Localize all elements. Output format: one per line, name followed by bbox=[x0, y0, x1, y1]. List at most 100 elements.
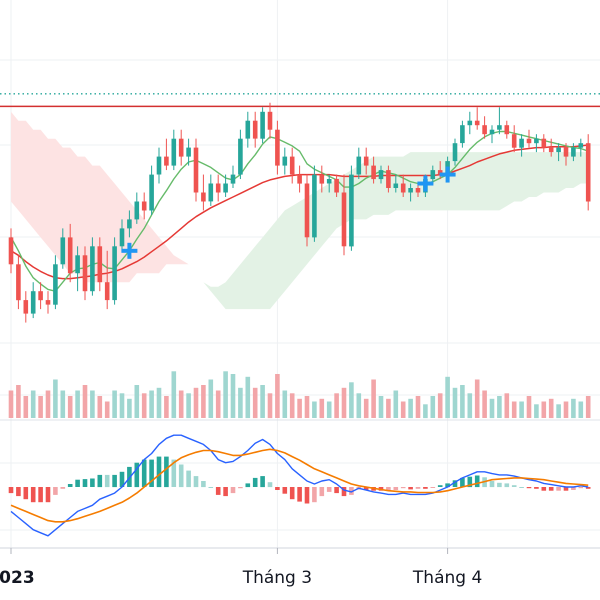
candle-body bbox=[223, 183, 228, 193]
macd-histogram-bar bbox=[112, 474, 117, 488]
volume-bar bbox=[186, 393, 191, 419]
volume-bar bbox=[408, 398, 413, 419]
macd-histogram-bar bbox=[445, 483, 450, 488]
candle-body bbox=[245, 120, 251, 139]
candle bbox=[90, 237, 95, 296]
volume-bar bbox=[371, 379, 376, 418]
candle bbox=[474, 107, 480, 130]
candle-body bbox=[386, 170, 391, 188]
macd-histogram-bar bbox=[171, 459, 177, 487]
candle-body bbox=[156, 156, 162, 175]
candle-body bbox=[23, 300, 29, 314]
candle bbox=[156, 147, 162, 184]
volume-bar bbox=[519, 401, 524, 418]
macd-histogram-bar bbox=[363, 487, 369, 490]
volume-bar bbox=[119, 393, 125, 419]
macd-histogram-bar bbox=[489, 481, 495, 488]
candle-body bbox=[430, 170, 436, 180]
ichimoku-cloud bbox=[11, 111, 589, 310]
volume-bar bbox=[430, 396, 436, 418]
x-tick-label: 2023 bbox=[0, 568, 35, 588]
candle bbox=[215, 174, 221, 202]
x-tick-label: Tháng 3 bbox=[242, 568, 312, 588]
candle-body bbox=[497, 125, 502, 130]
volume-bar bbox=[349, 382, 354, 419]
candle bbox=[149, 165, 154, 215]
macd-histogram-bar bbox=[460, 477, 465, 487]
candle bbox=[319, 165, 325, 193]
candle-body bbox=[141, 201, 147, 211]
candle-body bbox=[289, 156, 295, 175]
candle-body bbox=[482, 125, 487, 135]
candle-body bbox=[304, 183, 310, 238]
candle-body bbox=[260, 111, 265, 139]
candle-body bbox=[134, 201, 140, 220]
candle bbox=[238, 129, 243, 180]
volume-bar bbox=[45, 390, 51, 418]
macd-histogram-bar bbox=[304, 487, 310, 504]
macd-histogram-bar bbox=[238, 487, 243, 489]
volume-bar bbox=[445, 376, 450, 419]
candle bbox=[223, 174, 228, 197]
macd-histogram-bar bbox=[134, 462, 140, 488]
macd-histogram-bar bbox=[30, 487, 36, 503]
volume-bar bbox=[282, 390, 288, 418]
macd-histogram-bar bbox=[104, 474, 110, 488]
candle-body bbox=[8, 237, 14, 265]
volume-bar bbox=[334, 393, 339, 419]
candle-body bbox=[75, 255, 80, 274]
candle bbox=[334, 174, 339, 197]
macd-histogram-bar bbox=[326, 487, 332, 492]
candle bbox=[482, 116, 487, 139]
macd-histogram-bar bbox=[8, 487, 14, 494]
volume-bar bbox=[578, 401, 584, 418]
candle-body bbox=[30, 291, 36, 314]
volume-bar bbox=[556, 404, 561, 419]
candle-body bbox=[334, 179, 339, 193]
volume-bar bbox=[482, 390, 487, 418]
candle-body bbox=[267, 111, 273, 130]
macd-histogram-bar bbox=[437, 485, 443, 487]
candle-body bbox=[371, 165, 376, 180]
candle bbox=[415, 183, 421, 197]
candle-body bbox=[16, 264, 21, 301]
volume-bar bbox=[534, 404, 539, 419]
volume-bar bbox=[193, 387, 199, 419]
macd-histogram-bar bbox=[400, 487, 406, 489]
candle-body bbox=[297, 174, 302, 184]
candle bbox=[230, 165, 236, 189]
candle bbox=[208, 174, 214, 206]
candle-body bbox=[563, 147, 569, 157]
macd-histogram-bar bbox=[415, 487, 421, 489]
volume-bar bbox=[563, 401, 569, 418]
candle-body bbox=[571, 147, 576, 157]
candle-body bbox=[119, 228, 125, 247]
candle-body bbox=[326, 179, 332, 184]
candle-body bbox=[504, 125, 510, 135]
candle-body bbox=[341, 192, 347, 247]
macd-histogram-bar bbox=[223, 487, 228, 497]
candle bbox=[45, 291, 51, 314]
candle bbox=[386, 165, 391, 193]
volume-bar bbox=[393, 390, 399, 418]
volume-bar bbox=[548, 398, 554, 419]
candle bbox=[30, 282, 36, 319]
macd-histogram-bar bbox=[319, 487, 325, 497]
candle bbox=[548, 138, 554, 157]
macd-histogram-bar bbox=[156, 456, 162, 488]
macd-histogram-bar bbox=[267, 482, 273, 488]
macd-histogram-bar bbox=[53, 487, 58, 495]
volume-bar bbox=[297, 398, 302, 419]
cloud-bull bbox=[181, 152, 589, 310]
volume-bar bbox=[104, 401, 110, 418]
candle bbox=[497, 107, 502, 135]
macd-histogram-bar bbox=[119, 471, 125, 487]
candle-body bbox=[437, 170, 443, 175]
candle-body bbox=[112, 246, 117, 301]
macd-histogram-bar bbox=[215, 487, 221, 495]
volume-bar bbox=[400, 401, 406, 418]
macd-histogram-bar bbox=[60, 487, 66, 489]
candle bbox=[519, 134, 524, 157]
candle bbox=[363, 147, 369, 175]
